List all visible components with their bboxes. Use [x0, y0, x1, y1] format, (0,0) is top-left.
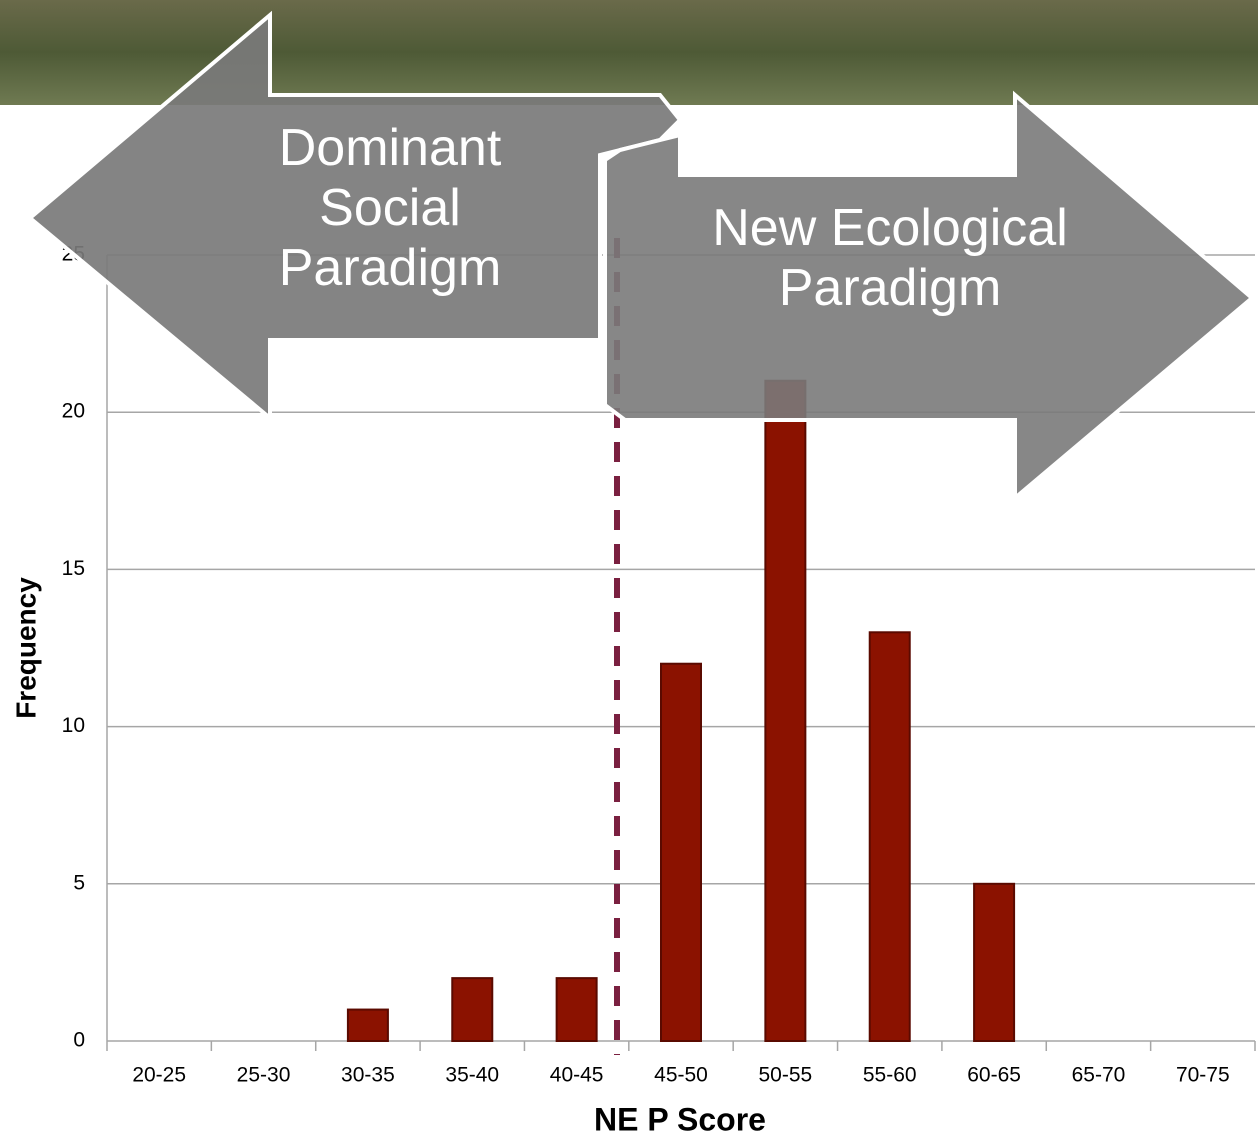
x-tick-label: 35-40: [445, 1064, 499, 1087]
right-arrow: [603, 90, 1256, 503]
annotation: Dominant Social Paradigm: [278, 119, 502, 297]
x-tick-label: 65-70: [1072, 1064, 1126, 1087]
bar: [868, 631, 911, 1043]
x-tick-label: 60-65: [967, 1064, 1021, 1087]
x-tick-label: 40-45: [550, 1064, 604, 1087]
y-tick-label: 0: [73, 1029, 85, 1052]
bar: [660, 662, 702, 1042]
annotation: New Ecological Paradigm: [712, 199, 1068, 317]
y-axis-title: Frequency: [10, 577, 41, 719]
x-axis-title: NE P Score: [594, 1101, 766, 1137]
bar: [346, 1008, 389, 1042]
x-tick-label: 20-25: [132, 1064, 186, 1087]
bar: [764, 379, 807, 1042]
x-tick-label: 50-55: [759, 1064, 813, 1087]
y-tick-label: 10: [62, 714, 85, 737]
bar: [451, 977, 494, 1042]
x-tick-label: 70-75: [1176, 1064, 1230, 1087]
x-tick-label: 45-50: [654, 1064, 708, 1087]
y-tick-label: 15: [62, 557, 85, 580]
y-tick-label: 20: [62, 400, 85, 423]
x-tick-label: 25-30: [237, 1064, 291, 1087]
y-tick-label: 5: [73, 871, 85, 894]
x-tick-label: 30-35: [341, 1064, 395, 1087]
bar: [973, 882, 1016, 1042]
bar: [555, 977, 598, 1042]
x-tick-label: 55-60: [863, 1064, 917, 1087]
